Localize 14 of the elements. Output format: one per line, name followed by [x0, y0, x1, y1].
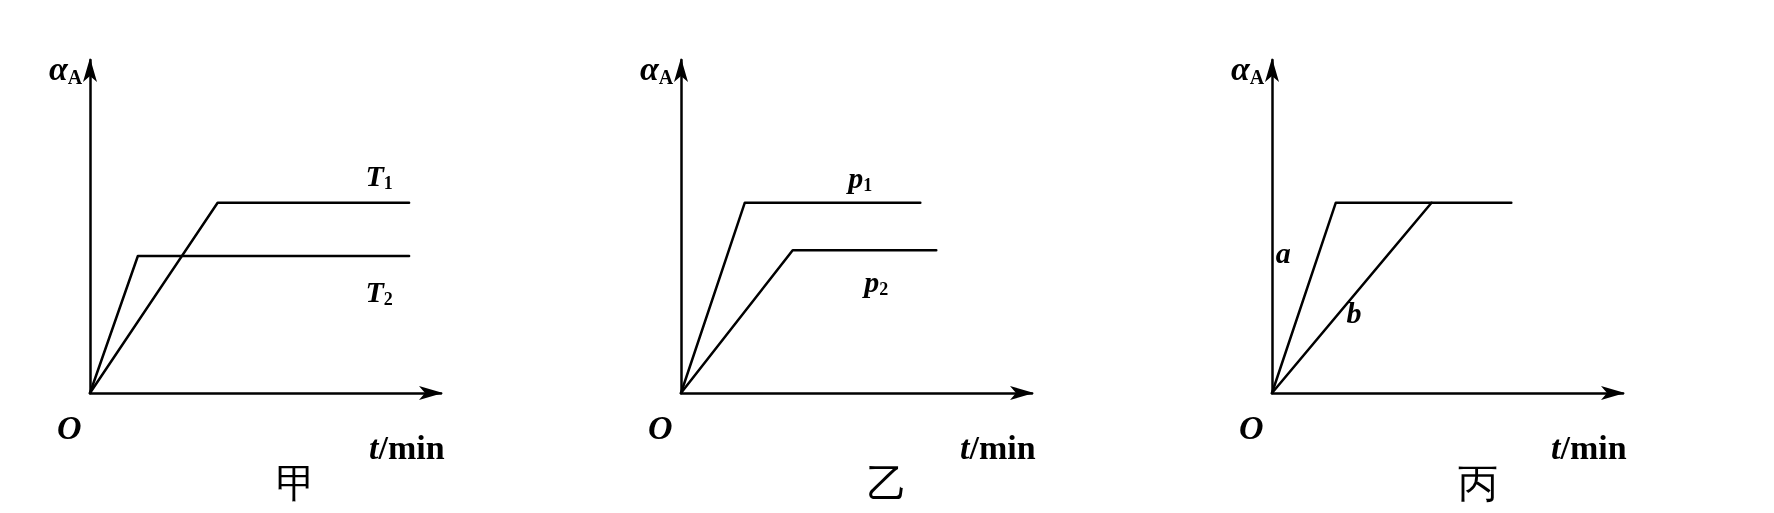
text: 丙	[1457, 460, 1498, 506]
x-axis-title: t/min	[1551, 429, 1627, 466]
y-axis-title: α$_{A}$	[49, 50, 83, 88]
x-axis-title: t/min	[960, 429, 1036, 466]
x-axis-title: t/min	[369, 429, 445, 466]
text: O	[1239, 409, 1264, 446]
y-axis-title: α$_{A}$	[1231, 50, 1265, 88]
text: O	[57, 409, 82, 446]
series-label: b	[1346, 296, 1362, 330]
text: 甲	[275, 460, 316, 506]
series-label: a	[1275, 236, 1291, 270]
y-axis-title: α$_{A}$	[640, 50, 674, 88]
text: O	[648, 409, 673, 446]
text: 乙	[866, 460, 907, 506]
